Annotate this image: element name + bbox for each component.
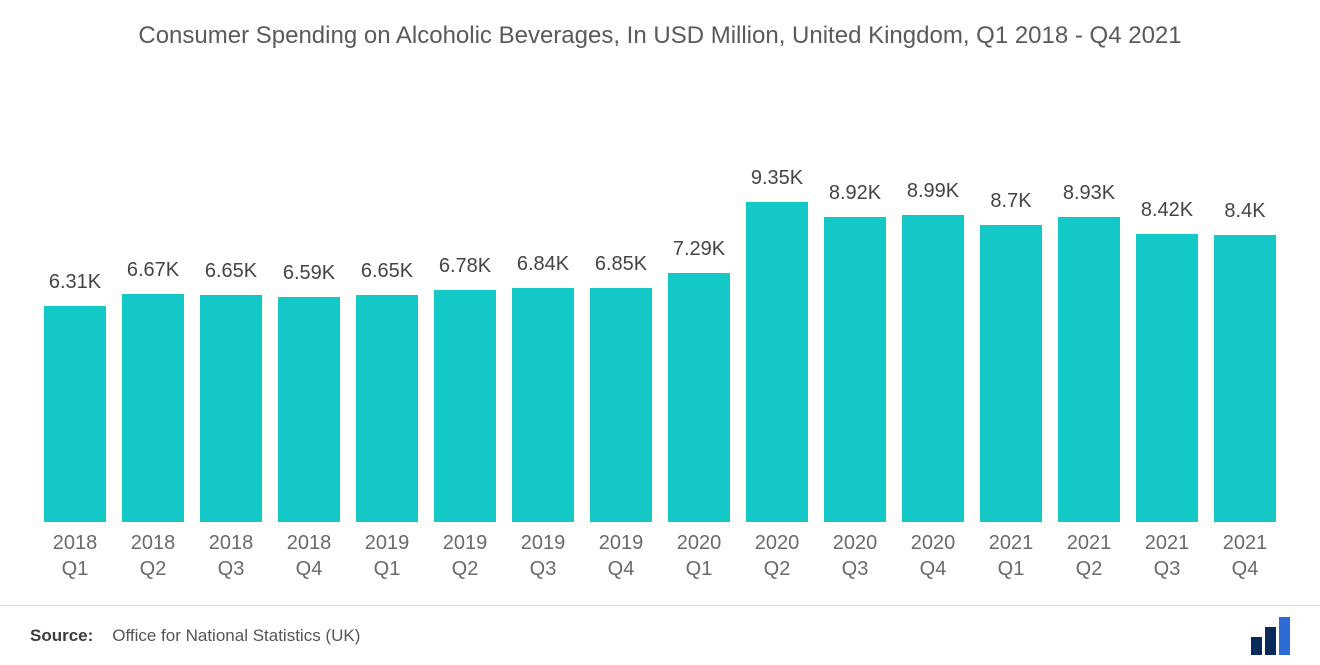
bar-col: 8.92K: [816, 82, 894, 522]
x-axis-label: 2019Q2: [426, 530, 504, 582]
x-axis-label: 2021Q4: [1206, 530, 1284, 582]
x-axis-label: 2020Q1: [660, 530, 738, 582]
x-axis-label: 2018Q1: [36, 530, 114, 582]
bar: [746, 202, 808, 522]
source-label: Source:: [30, 626, 93, 645]
bar-value-label: 6.78K: [426, 255, 504, 278]
bar: [824, 217, 886, 522]
brand-logo-icon: [1251, 617, 1290, 655]
bar: [668, 273, 730, 522]
bar-col: 9.35K: [738, 82, 816, 522]
bar: [278, 297, 340, 523]
bar-value-label: 6.84K: [504, 253, 582, 276]
bar: [44, 306, 106, 522]
bar-value-label: 8.7K: [972, 190, 1050, 213]
logo-bar-3: [1279, 617, 1290, 655]
logo-bar-1: [1251, 637, 1262, 655]
bar-col: 6.85K: [582, 82, 660, 522]
bar: [590, 288, 652, 522]
bar-col: 8.42K: [1128, 82, 1206, 522]
chart-plot-area: 6.31K6.67K6.65K6.59K6.65K6.78K6.84K6.85K…: [30, 82, 1290, 522]
x-axis-label: 2019Q3: [504, 530, 582, 582]
bar-col: 6.78K: [426, 82, 504, 522]
bar-value-label: 6.85K: [582, 253, 660, 276]
bar: [434, 290, 496, 522]
bar: [200, 295, 262, 523]
x-axis-label: 2021Q3: [1128, 530, 1206, 582]
bar-value-label: 6.65K: [348, 260, 426, 283]
bar-col: 6.59K: [270, 82, 348, 522]
chart-title: Consumer Spending on Alcoholic Beverages…: [70, 20, 1250, 52]
x-axis-label: 2021Q1: [972, 530, 1050, 582]
bar: [1058, 217, 1120, 523]
bar: [1214, 235, 1276, 522]
bar-col: 7.29K: [660, 82, 738, 522]
x-axis-label: 2021Q2: [1050, 530, 1128, 582]
x-axis-label: 2020Q3: [816, 530, 894, 582]
x-axis-label: 2018Q2: [114, 530, 192, 582]
source-line: Source: Office for National Statistics (…: [30, 626, 360, 646]
bar: [1136, 234, 1198, 522]
bar-col: 6.65K: [348, 82, 426, 522]
source-text: Office for National Statistics (UK): [112, 626, 360, 645]
bar-value-label: 8.42K: [1128, 199, 1206, 222]
bar-col: 6.67K: [114, 82, 192, 522]
chart-container: Consumer Spending on Alcoholic Beverages…: [0, 0, 1320, 665]
bar-col: 8.4K: [1206, 82, 1284, 522]
bar: [980, 225, 1042, 523]
bar-value-label: 6.31K: [36, 271, 114, 294]
bar: [122, 294, 184, 522]
bar-col: 8.93K: [1050, 82, 1128, 522]
bar-value-label: 8.4K: [1206, 200, 1284, 223]
bar-col: 6.65K: [192, 82, 270, 522]
bar-value-label: 6.67K: [114, 259, 192, 282]
bar: [512, 288, 574, 522]
bar-value-label: 9.35K: [738, 167, 816, 190]
bar-col: 6.84K: [504, 82, 582, 522]
x-axis-label: 2018Q3: [192, 530, 270, 582]
bar-col: 6.31K: [36, 82, 114, 522]
bar: [902, 215, 964, 523]
bar-col: 8.99K: [894, 82, 972, 522]
bar-value-label: 8.93K: [1050, 182, 1128, 205]
bar-value-label: 6.65K: [192, 260, 270, 283]
logo-bar-2: [1265, 627, 1276, 655]
bar-value-label: 8.92K: [816, 182, 894, 205]
bar-value-label: 8.99K: [894, 180, 972, 203]
x-axis-label: 2020Q2: [738, 530, 816, 582]
x-axis-labels: 2018Q12018Q22018Q32018Q42019Q12019Q22019…: [30, 522, 1290, 582]
bars-row: 6.31K6.67K6.65K6.59K6.65K6.78K6.84K6.85K…: [30, 82, 1290, 522]
x-axis-label: 2020Q4: [894, 530, 972, 582]
x-axis-label: 2019Q4: [582, 530, 660, 582]
bar-col: 8.7K: [972, 82, 1050, 522]
bar-value-label: 7.29K: [660, 238, 738, 261]
x-axis-label: 2019Q1: [348, 530, 426, 582]
bar-value-label: 6.59K: [270, 262, 348, 285]
bar: [356, 295, 418, 523]
chart-footer: Source: Office for National Statistics (…: [0, 605, 1320, 665]
x-axis-label: 2018Q4: [270, 530, 348, 582]
